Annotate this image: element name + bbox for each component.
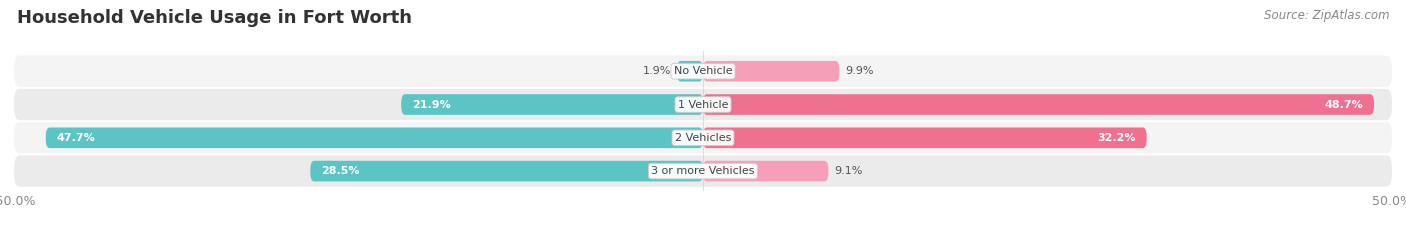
FancyBboxPatch shape [14, 122, 1392, 154]
FancyBboxPatch shape [311, 161, 703, 182]
Text: 28.5%: 28.5% [322, 166, 360, 176]
Text: 47.7%: 47.7% [56, 133, 96, 143]
Text: Source: ZipAtlas.com: Source: ZipAtlas.com [1264, 9, 1389, 22]
FancyBboxPatch shape [401, 94, 703, 115]
Text: 2 Vehicles: 2 Vehicles [675, 133, 731, 143]
FancyBboxPatch shape [703, 161, 828, 182]
Text: 48.7%: 48.7% [1324, 99, 1362, 110]
Text: 21.9%: 21.9% [412, 99, 451, 110]
FancyBboxPatch shape [14, 155, 1392, 187]
FancyBboxPatch shape [703, 127, 1147, 148]
Text: 9.9%: 9.9% [845, 66, 873, 76]
FancyBboxPatch shape [703, 94, 1374, 115]
FancyBboxPatch shape [14, 89, 1392, 120]
Text: 9.1%: 9.1% [834, 166, 862, 176]
Text: 1.9%: 1.9% [643, 66, 671, 76]
Text: 1 Vehicle: 1 Vehicle [678, 99, 728, 110]
Text: 3 or more Vehicles: 3 or more Vehicles [651, 166, 755, 176]
FancyBboxPatch shape [676, 61, 703, 82]
FancyBboxPatch shape [703, 61, 839, 82]
FancyBboxPatch shape [14, 56, 1392, 87]
Text: No Vehicle: No Vehicle [673, 66, 733, 76]
Text: Household Vehicle Usage in Fort Worth: Household Vehicle Usage in Fort Worth [17, 9, 412, 27]
Text: 32.2%: 32.2% [1097, 133, 1136, 143]
FancyBboxPatch shape [46, 127, 703, 148]
